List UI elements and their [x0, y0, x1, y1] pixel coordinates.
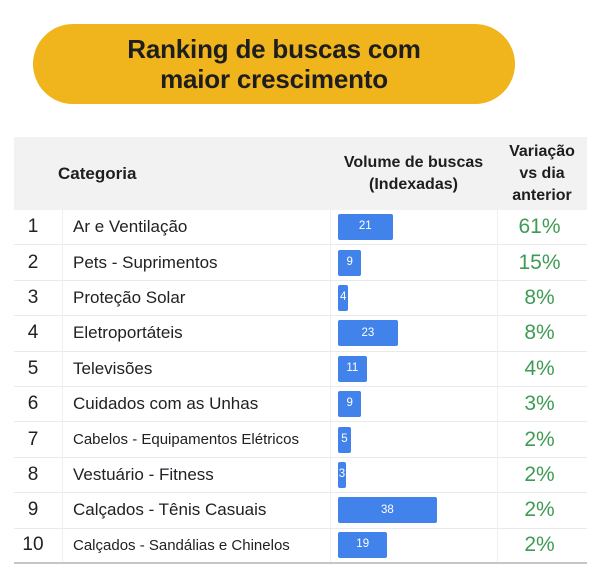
table-row: 7 Cabelos - Equipamentos Elétricos 5 2% — [14, 422, 587, 458]
category-cell: Vestuário - Fitness — [62, 457, 330, 493]
rank-cell: 3 — [27, 286, 39, 308]
table-row: 9 Calçados - Tênis Casuais 38 2% — [14, 493, 587, 529]
bar-value-label: 23 — [361, 326, 375, 339]
table-row: 10 Calçados - Sandálias e Chinelos 19 2% — [14, 528, 587, 564]
rank-cell: 10 — [22, 534, 44, 556]
volume-bar: 23 — [338, 320, 398, 347]
variation-cell: 8% — [497, 280, 587, 316]
rank-cell: 9 — [27, 499, 39, 521]
header-variacao-line1: Variação — [509, 142, 575, 160]
volume-bar: 3 — [338, 461, 346, 488]
rank-cell: 1 — [27, 216, 39, 238]
bar-value-label: 9 — [346, 255, 353, 268]
header-variacao-line3: anterior — [512, 186, 572, 204]
volume-cell: 4 — [330, 280, 497, 316]
rank-cell: 5 — [27, 357, 39, 379]
category-cell: Calçados - Sandálias e Chinelos — [62, 528, 330, 562]
rank-cell: 6 — [27, 393, 39, 415]
volume-cell: 21 — [330, 210, 497, 245]
header-volume-line2: (Indexadas) — [369, 175, 458, 193]
volume-bar: 5 — [338, 426, 351, 453]
volume-bar: 4 — [338, 284, 349, 311]
bar-value-label: 21 — [358, 220, 372, 233]
category-cell: Calçados - Tênis Casuais — [62, 493, 330, 528]
table-row: 4 Eletroportáteis 23 8% — [14, 316, 587, 352]
category-cell: Pets - Suprimentos — [62, 245, 330, 280]
page-title-line1: Ranking de buscas com — [127, 34, 421, 64]
volume-bar: 9 — [338, 391, 362, 418]
volume-cell: 3 — [330, 457, 497, 493]
variation-cell: 61% — [497, 210, 587, 245]
volume-cell: 9 — [330, 245, 497, 280]
title-banner: Ranking de buscas com maior crescimento — [33, 24, 515, 104]
volume-bar: 21 — [338, 214, 393, 241]
variation-cell: 4% — [497, 351, 587, 386]
header-categoria: Categoria — [58, 163, 137, 183]
ranking-table: Categoria Volume de buscas (Indexadas) V… — [14, 137, 587, 564]
volume-bar: 38 — [338, 497, 437, 524]
table-row: 5 Televisões 11 4% — [14, 351, 587, 387]
table-row: 3 Proteção Solar 4 8% — [14, 280, 587, 317]
variation-cell: 3% — [497, 386, 587, 422]
category-cell: Cabelos - Equipamentos Elétricos — [62, 422, 330, 457]
rank-cell: 4 — [27, 322, 39, 344]
category-cell: Televisões — [62, 351, 330, 386]
volume-bar: 9 — [338, 249, 362, 276]
table-row: 1 Ar e Ventilação 21 61% — [14, 210, 587, 246]
rank-cell: 8 — [27, 463, 39, 485]
bar-value-label: 5 — [341, 432, 348, 445]
volume-cell: 5 — [330, 422, 497, 457]
variation-cell: 8% — [497, 316, 587, 351]
volume-cell: 19 — [330, 528, 497, 562]
table-row: 8 Vestuário - Fitness 3 2% — [14, 457, 587, 494]
bar-value-label: 11 — [346, 362, 359, 374]
header-volume: Volume de buscas (Indexadas) — [330, 152, 497, 196]
header-variacao: Variação vs dia anterior — [497, 141, 587, 207]
category-cell: Eletroportáteis — [62, 316, 330, 351]
category-cell: Cuidados com as Unhas — [62, 386, 330, 422]
volume-cell: 11 — [330, 351, 497, 386]
rank-cell: 7 — [27, 428, 39, 450]
variation-cell: 2% — [497, 457, 587, 493]
volume-cell: 38 — [330, 493, 497, 528]
bar-value-label: 19 — [356, 538, 370, 551]
volume-cell: 9 — [330, 386, 497, 422]
table-row: 2 Pets - Suprimentos 9 15% — [14, 245, 587, 281]
bar-value-label: 3 — [338, 468, 346, 481]
volume-bar: 19 — [338, 532, 388, 559]
variation-cell: 2% — [497, 493, 587, 528]
bar-value-label: 9 — [346, 397, 353, 410]
category-cell: Ar e Ventilação — [62, 210, 330, 245]
volume-bar: 11 — [338, 355, 367, 382]
variation-cell: 15% — [497, 245, 587, 280]
bar-value-label: 38 — [381, 503, 394, 516]
category-cell: Proteção Solar — [62, 280, 330, 316]
page-title-line2: maior crescimento — [160, 64, 388, 94]
table-header-row: Categoria Volume de buscas (Indexadas) V… — [14, 137, 587, 210]
volume-cell: 23 — [330, 316, 497, 351]
variation-cell: 2% — [497, 422, 587, 457]
header-variacao-line2: vs dia — [519, 164, 565, 182]
header-volume-line1: Volume de buscas — [343, 153, 484, 171]
table-row: 6 Cuidados com as Unhas 9 3% — [14, 386, 587, 423]
variation-cell: 2% — [497, 528, 587, 562]
rank-cell: 2 — [27, 251, 39, 273]
bar-value-label: 4 — [339, 291, 347, 304]
